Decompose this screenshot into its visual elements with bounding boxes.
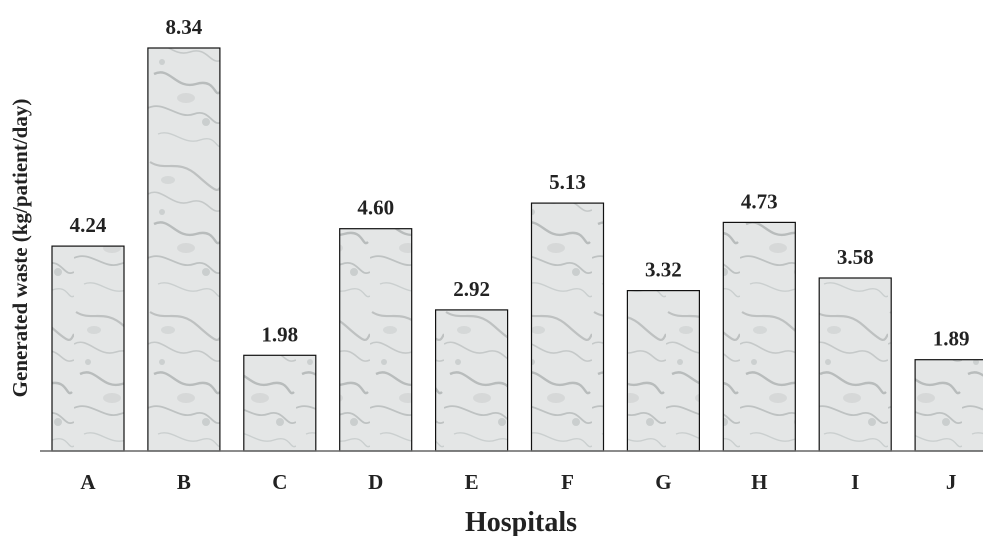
x-tick-labels-layer: A B C D E F G H I J: [80, 470, 956, 494]
x-tick-label-h: H: [751, 470, 767, 494]
bar-f: [530, 202, 605, 452]
value-label-a: 4.24: [70, 213, 107, 237]
value-label-b: 8.34: [166, 15, 203, 39]
bar-h: [722, 221, 796, 452]
bar-c: [243, 354, 317, 452]
x-tick-label-c: C: [272, 470, 287, 494]
x-axis-title: Hospitals: [465, 507, 577, 536]
value-label-c: 1.98: [261, 322, 298, 346]
value-label-j: 1.89: [933, 327, 970, 351]
x-tick-label-d: D: [368, 470, 383, 494]
x-tick-label-j: J: [946, 470, 957, 494]
bar-a: [51, 245, 125, 452]
value-labels-layer: 4.24 8.34 1.98 4.60 2.92 5.13 3.32 4.73 3.58 1.89: [70, 15, 970, 351]
x-tick-label-b: B: [177, 470, 191, 494]
bar-g: [626, 290, 701, 452]
x-tick-label-a: A: [80, 470, 96, 494]
value-label-g: 3.32: [645, 258, 682, 282]
x-tick-label-i: I: [851, 470, 859, 494]
bar-b: [147, 47, 221, 452]
value-label-i: 3.58: [837, 245, 874, 269]
bar-j: [914, 359, 983, 452]
bar-e: [435, 309, 509, 452]
x-tick-label-f: F: [561, 470, 574, 494]
value-label-h: 4.73: [741, 189, 778, 213]
value-label-e: 2.92: [453, 277, 490, 301]
x-tick-label-g: G: [655, 470, 671, 494]
value-label-d: 4.60: [357, 196, 394, 220]
bar-i: [818, 277, 892, 452]
bar-d: [339, 228, 413, 452]
x-tick-label-e: E: [465, 470, 479, 494]
value-label-f: 5.13: [549, 170, 586, 194]
y-axis-title: Generated waste (kg/patient/day): [8, 99, 32, 398]
bars-layer: [51, 47, 983, 452]
